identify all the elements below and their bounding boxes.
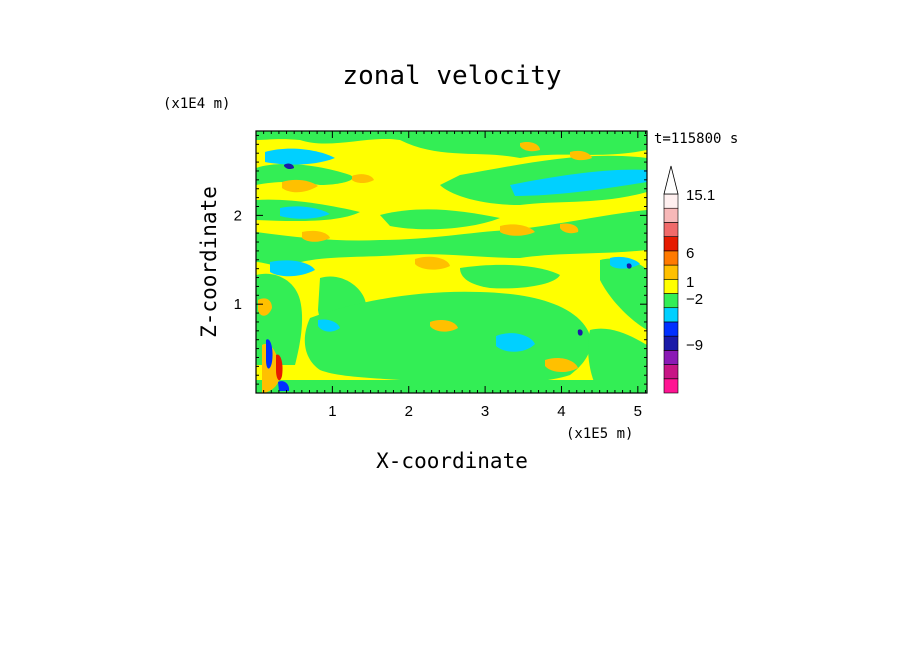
colorbar-label: −9 <box>686 337 703 354</box>
colorbar-label: −2 <box>686 291 703 308</box>
colorbar-level <box>663 293 679 309</box>
colorbar-level <box>663 350 679 365</box>
y-unit-label: (x1E4 m) <box>163 96 230 112</box>
colorbar-level <box>663 364 679 380</box>
colorbar-level <box>663 278 679 294</box>
colorbar-label: 6 <box>686 245 694 262</box>
colorbar-label: 1 <box>686 274 694 291</box>
colorbar-level <box>663 335 679 351</box>
strong-regions <box>266 163 632 391</box>
contour-field <box>256 131 647 393</box>
y-tick-label: 2 <box>234 207 242 224</box>
x-axis-label: X-coordinate <box>376 449 528 473</box>
y-axis-label: Z-coordinate <box>197 186 221 338</box>
colorbar-level <box>663 378 679 394</box>
colorbar-level <box>663 250 679 266</box>
x-ticks: 1 2 3 4 5 <box>263 131 646 420</box>
orange-regions <box>258 141 592 393</box>
y-ticks: 12 <box>234 134 647 385</box>
colorbar-level <box>663 321 679 337</box>
x-tick-label: 2 <box>405 403 413 420</box>
colorbar-level <box>663 207 679 223</box>
x-tick-label: 4 <box>557 403 565 420</box>
plot-frame <box>255 130 648 394</box>
x-tick-label: 1 <box>328 403 336 420</box>
colorbar-level <box>663 264 679 280</box>
colorbar-extend-arrow <box>663 165 679 195</box>
chart-title: zonal velocity <box>342 61 561 91</box>
x-unit-label: (x1E5 m) <box>566 426 633 442</box>
x-tick-label: 3 <box>481 403 489 420</box>
y-tick-label: 1 <box>234 296 242 313</box>
cyan-regions <box>265 148 647 352</box>
time-label: t=115800 s <box>654 131 738 147</box>
colorbar-level <box>663 307 679 323</box>
colorbar: 15.1 6 1−2 −9 <box>663 165 715 394</box>
colorbar-level <box>663 236 679 252</box>
x-tick-label: 5 <box>634 403 642 420</box>
colorbar-level <box>663 193 679 209</box>
colorbar-level <box>663 222 679 237</box>
colorbar-label: 15.1 <box>686 187 715 204</box>
